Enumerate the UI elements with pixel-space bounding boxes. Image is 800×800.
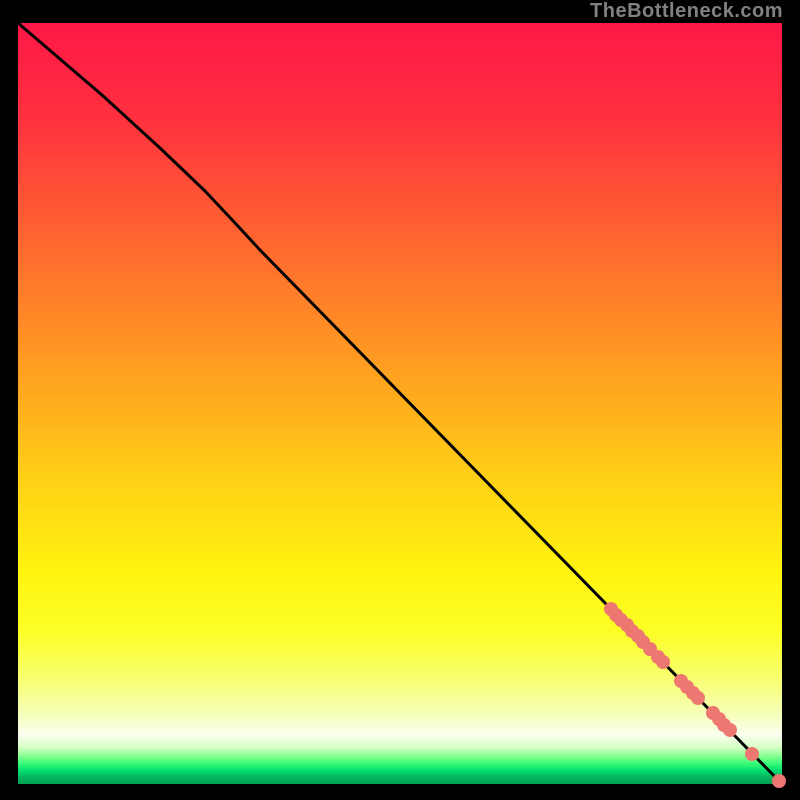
marker-dot: [656, 655, 670, 669]
marker-dot: [691, 691, 705, 705]
marker-dot: [772, 774, 786, 788]
chart-svg: [0, 0, 800, 800]
chart-canvas: TheBottleneck.com: [0, 0, 800, 800]
watermark-text: TheBottleneck.com: [590, 0, 783, 23]
plot-background: [18, 23, 782, 784]
marker-dot: [745, 747, 759, 761]
marker-dot: [723, 723, 737, 737]
